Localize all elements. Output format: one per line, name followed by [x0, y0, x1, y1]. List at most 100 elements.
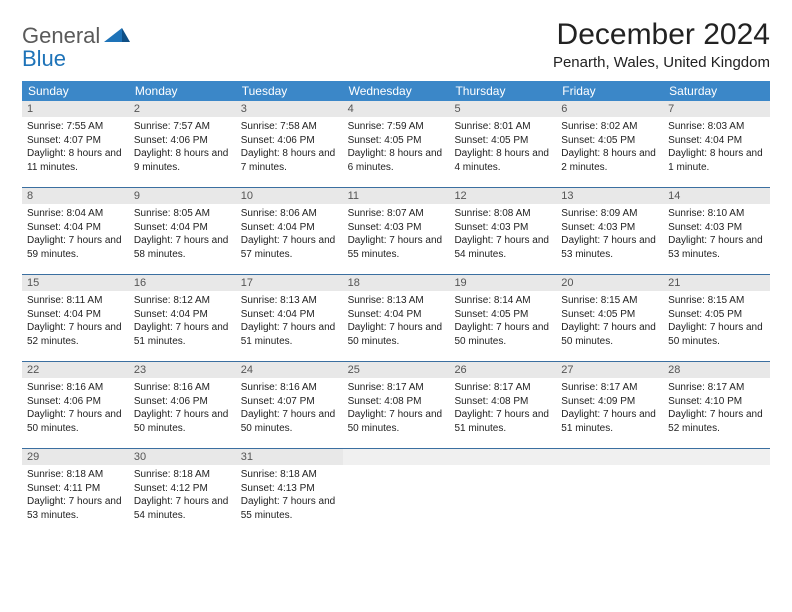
sunset-line: Sunset: 4:05 PM — [454, 134, 551, 148]
day-number: . — [449, 449, 556, 465]
day-number: 22 — [22, 362, 129, 378]
daylight-line: Daylight: 7 hours and 51 minutes. — [561, 408, 658, 435]
day-number: 8 — [22, 188, 129, 204]
logo-line1: General — [22, 23, 100, 48]
day-cell: 3Sunrise: 7:58 AMSunset: 4:06 PMDaylight… — [236, 101, 343, 179]
sunset-line: Sunset: 4:06 PM — [134, 134, 231, 148]
sunrise-line: Sunrise: 8:06 AM — [241, 207, 338, 221]
day-details: Sunrise: 8:06 AMSunset: 4:04 PMDaylight:… — [236, 204, 343, 265]
title-block: December 2024 Penarth, Wales, United Kin… — [553, 18, 770, 71]
sunrise-line: Sunrise: 8:05 AM — [134, 207, 231, 221]
sunrise-line: Sunrise: 8:08 AM — [454, 207, 551, 221]
daylight-line: Daylight: 7 hours and 57 minutes. — [241, 234, 338, 261]
logo: General Blue — [22, 18, 130, 70]
sunset-line: Sunset: 4:04 PM — [134, 221, 231, 235]
day-cell: 21Sunrise: 8:15 AMSunset: 4:05 PMDayligh… — [663, 275, 770, 353]
day-details: Sunrise: 8:18 AMSunset: 4:11 PMDaylight:… — [22, 465, 129, 526]
daylight-line: Daylight: 7 hours and 52 minutes. — [668, 408, 765, 435]
logo-line2: Blue — [22, 46, 66, 71]
sunrise-line: Sunrise: 8:18 AM — [27, 468, 124, 482]
daylight-line: Daylight: 7 hours and 51 minutes. — [241, 321, 338, 348]
sunset-line: Sunset: 4:07 PM — [241, 395, 338, 409]
day-cell: 20Sunrise: 8:15 AMSunset: 4:05 PMDayligh… — [556, 275, 663, 353]
sunrise-line: Sunrise: 8:09 AM — [561, 207, 658, 221]
day-number: 24 — [236, 362, 343, 378]
day-details: Sunrise: 8:18 AMSunset: 4:13 PMDaylight:… — [236, 465, 343, 526]
sunrise-line: Sunrise: 8:17 AM — [348, 381, 445, 395]
sunset-line: Sunset: 4:09 PM — [561, 395, 658, 409]
day-details: Sunrise: 8:14 AMSunset: 4:05 PMDaylight:… — [449, 291, 556, 352]
daylight-line: Daylight: 7 hours and 51 minutes. — [134, 321, 231, 348]
sunset-line: Sunset: 4:11 PM — [27, 482, 124, 496]
day-cell: 23Sunrise: 8:16 AMSunset: 4:06 PMDayligh… — [129, 362, 236, 440]
day-number: 6 — [556, 101, 663, 117]
day-details: Sunrise: 8:10 AMSunset: 4:03 PMDaylight:… — [663, 204, 770, 265]
sunset-line: Sunset: 4:07 PM — [27, 134, 124, 148]
day-number: . — [343, 449, 450, 465]
sunset-line: Sunset: 4:06 PM — [241, 134, 338, 148]
sunset-line: Sunset: 4:05 PM — [348, 134, 445, 148]
daylight-line: Daylight: 7 hours and 50 minutes. — [348, 321, 445, 348]
sunrise-line: Sunrise: 8:02 AM — [561, 120, 658, 134]
day-cell: 24Sunrise: 8:16 AMSunset: 4:07 PMDayligh… — [236, 362, 343, 440]
day-number: 29 — [22, 449, 129, 465]
day-cell: 30Sunrise: 8:18 AMSunset: 4:12 PMDayligh… — [129, 449, 236, 527]
weekday-friday: Friday — [556, 81, 663, 101]
daylight-line: Daylight: 7 hours and 55 minutes. — [348, 234, 445, 261]
daylight-line: Daylight: 7 hours and 50 minutes. — [561, 321, 658, 348]
day-details: Sunrise: 8:08 AMSunset: 4:03 PMDaylight:… — [449, 204, 556, 265]
day-details: Sunrise: 8:16 AMSunset: 4:06 PMDaylight:… — [129, 378, 236, 439]
day-details: Sunrise: 8:17 AMSunset: 4:10 PMDaylight:… — [663, 378, 770, 439]
day-cell: 1Sunrise: 7:55 AMSunset: 4:07 PMDaylight… — [22, 101, 129, 179]
day-cell-empty: . — [449, 449, 556, 527]
daylight-line: Daylight: 7 hours and 58 minutes. — [134, 234, 231, 261]
day-details: Sunrise: 8:02 AMSunset: 4:05 PMDaylight:… — [556, 117, 663, 178]
day-cell: 29Sunrise: 8:18 AMSunset: 4:11 PMDayligh… — [22, 449, 129, 527]
daylight-line: Daylight: 8 hours and 11 minutes. — [27, 147, 124, 174]
day-details: Sunrise: 7:58 AMSunset: 4:06 PMDaylight:… — [236, 117, 343, 178]
day-number: 11 — [343, 188, 450, 204]
day-number: 27 — [556, 362, 663, 378]
location: Penarth, Wales, United Kingdom — [553, 54, 770, 71]
daylight-line: Daylight: 7 hours and 50 minutes. — [454, 321, 551, 348]
daylight-line: Daylight: 8 hours and 4 minutes. — [454, 147, 551, 174]
day-details: Sunrise: 8:18 AMSunset: 4:12 PMDaylight:… — [129, 465, 236, 526]
daylight-line: Daylight: 7 hours and 50 minutes. — [348, 408, 445, 435]
sunrise-line: Sunrise: 7:57 AM — [134, 120, 231, 134]
weekday-wednesday: Wednesday — [343, 81, 450, 101]
day-cell: 7Sunrise: 8:03 AMSunset: 4:04 PMDaylight… — [663, 101, 770, 179]
day-number: 9 — [129, 188, 236, 204]
day-number: 14 — [663, 188, 770, 204]
week-row: 15Sunrise: 8:11 AMSunset: 4:04 PMDayligh… — [22, 274, 770, 353]
day-details: Sunrise: 8:13 AMSunset: 4:04 PMDaylight:… — [236, 291, 343, 352]
day-number: 4 — [343, 101, 450, 117]
day-details: Sunrise: 7:55 AMSunset: 4:07 PMDaylight:… — [22, 117, 129, 178]
day-number: 16 — [129, 275, 236, 291]
day-number: . — [556, 449, 663, 465]
day-number: 25 — [343, 362, 450, 378]
day-cell: 18Sunrise: 8:13 AMSunset: 4:04 PMDayligh… — [343, 275, 450, 353]
day-number: 26 — [449, 362, 556, 378]
sunrise-line: Sunrise: 8:18 AM — [241, 468, 338, 482]
day-number: 30 — [129, 449, 236, 465]
day-cell-empty: . — [556, 449, 663, 527]
day-details: Sunrise: 8:17 AMSunset: 4:08 PMDaylight:… — [343, 378, 450, 439]
day-cell: 5Sunrise: 8:01 AMSunset: 4:05 PMDaylight… — [449, 101, 556, 179]
day-details: Sunrise: 8:17 AMSunset: 4:09 PMDaylight:… — [556, 378, 663, 439]
day-details: Sunrise: 8:03 AMSunset: 4:04 PMDaylight:… — [663, 117, 770, 178]
sunset-line: Sunset: 4:12 PM — [134, 482, 231, 496]
day-cell: 2Sunrise: 7:57 AMSunset: 4:06 PMDaylight… — [129, 101, 236, 179]
day-number: 18 — [343, 275, 450, 291]
day-cell: 14Sunrise: 8:10 AMSunset: 4:03 PMDayligh… — [663, 188, 770, 266]
day-details: Sunrise: 8:11 AMSunset: 4:04 PMDaylight:… — [22, 291, 129, 352]
logo-text: General Blue — [22, 24, 100, 70]
sunrise-line: Sunrise: 8:18 AM — [134, 468, 231, 482]
day-cell: 26Sunrise: 8:17 AMSunset: 4:08 PMDayligh… — [449, 362, 556, 440]
sunrise-line: Sunrise: 8:14 AM — [454, 294, 551, 308]
sunrise-line: Sunrise: 8:17 AM — [454, 381, 551, 395]
sunrise-line: Sunrise: 8:17 AM — [668, 381, 765, 395]
day-number: 1 — [22, 101, 129, 117]
day-number: 13 — [556, 188, 663, 204]
calendar-body: 1Sunrise: 7:55 AMSunset: 4:07 PMDaylight… — [22, 101, 770, 527]
day-details: Sunrise: 8:05 AMSunset: 4:04 PMDaylight:… — [129, 204, 236, 265]
